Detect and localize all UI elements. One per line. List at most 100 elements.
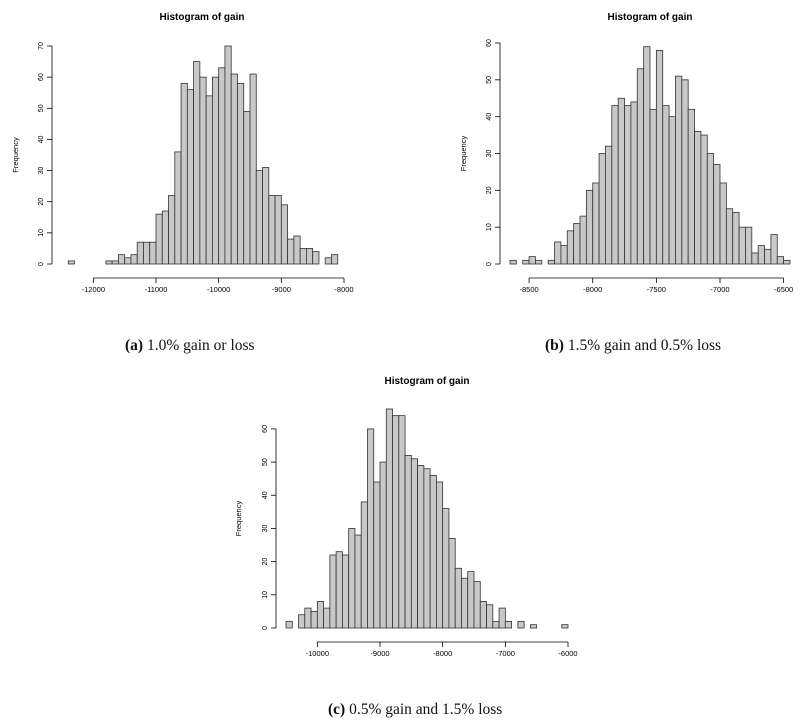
histogram-bar (757, 245, 765, 265)
y-tick-label: 70 (38, 42, 45, 50)
histogram-bar (605, 145, 613, 265)
x-tick-label: -8000 (334, 285, 353, 294)
x-tick-label: -7500 (647, 285, 666, 294)
histogram-bar (770, 234, 778, 265)
x-tick-label: -9000 (370, 649, 389, 658)
histogram-bar (205, 95, 213, 265)
histogram-bar (218, 67, 226, 265)
histogram-bar (547, 259, 555, 265)
y-tick-label: 60 (486, 39, 493, 47)
caption-b: (b) 1.5% gain and 0.5% loss (545, 337, 721, 355)
histogram-bar (118, 254, 126, 265)
histogram-bar (732, 212, 740, 265)
histogram-bar (298, 614, 306, 629)
histogram-bar (341, 554, 350, 629)
histogram-bar (530, 624, 538, 629)
histogram-bar (675, 75, 683, 265)
histogram-bar (174, 151, 182, 265)
histogram-bar (764, 248, 772, 265)
histogram-bar (331, 254, 339, 265)
y-tick-label: 0 (262, 626, 269, 630)
histogram-bar (329, 554, 337, 629)
histogram-bar (299, 248, 307, 265)
histogram-bar (199, 76, 207, 265)
histogram-bar (285, 620, 293, 629)
histogram-bar (373, 481, 381, 629)
histogram-bar (367, 428, 375, 629)
histogram-bar (280, 204, 288, 265)
histogram-bar (719, 182, 727, 265)
histogram-bar (706, 153, 715, 265)
histogram-bar (312, 251, 320, 265)
y-axis-label-a: Frequency (11, 137, 20, 173)
histogram-bar (304, 607, 312, 629)
histogram-bar (783, 259, 791, 265)
histogram-bar (398, 415, 406, 629)
histogram-bar (611, 105, 619, 265)
caption-c: (c) 0.5% gain and 1.5% loss (328, 701, 502, 719)
histogram-bar (423, 468, 431, 629)
histogram-bar (467, 571, 475, 629)
histogram-bar (335, 551, 343, 629)
histogram-bar (681, 79, 689, 265)
histogram-bar (617, 97, 625, 265)
histogram-bar (186, 89, 195, 265)
histogram-bar (180, 82, 188, 265)
histogram-bar (694, 130, 702, 265)
y-tick-label: 20 (38, 198, 45, 206)
histogram-bar (379, 461, 387, 629)
histogram-bar (554, 241, 562, 265)
x-tick-label: -10000 (207, 285, 230, 294)
chart-title-c: Histogram of gain (384, 376, 469, 387)
x-tick-label: -7000 (496, 649, 515, 658)
histogram-bar (324, 257, 332, 265)
histogram-bar (745, 226, 753, 265)
histogram-bar (161, 210, 169, 265)
caption-b-text: 1.5% gain and 0.5% loss (563, 337, 722, 354)
histogram-bar (237, 82, 245, 265)
histogram-bar (262, 167, 270, 265)
caption-c-label: (c) (328, 701, 346, 718)
caption-a-label: (a) (125, 337, 144, 354)
histogram-bar (448, 538, 456, 629)
histogram-panel-c: Histogram of gain 0 10 20 30 40 50 60 Frequency -… (234, 376, 578, 658)
histogram-bar (630, 101, 638, 265)
histogram-bar (404, 455, 412, 629)
histogram-bar (649, 108, 657, 265)
histogram-bar (725, 208, 734, 265)
histogram-bar (442, 508, 450, 629)
histogram-bar (124, 257, 132, 265)
histogram-bar (323, 607, 331, 629)
histogram-bar (429, 474, 437, 629)
histogram-bar (255, 170, 263, 265)
x-tick-label: -6000 (558, 649, 577, 658)
histogram-bar (305, 248, 314, 265)
chart-title-a: Histogram of gain (159, 12, 244, 23)
caption-a: (a) 1.0% gain or loss (125, 337, 255, 355)
histogram-bar (310, 611, 318, 629)
y-axis-label-c: Frequency (234, 501, 243, 537)
histogram-bar (230, 73, 238, 265)
histogram-bar (293, 235, 301, 265)
histogram-bar (287, 238, 295, 265)
histogram-bar (473, 581, 481, 629)
y-tick-label: 10 (38, 229, 45, 237)
histogram-bar (598, 153, 606, 265)
x-tick-label: -11000 (145, 285, 168, 294)
caption-c-text: 0.5% gain and 1.5% loss (345, 701, 503, 718)
histogram-bar (643, 46, 651, 265)
histogram-bar (385, 408, 393, 629)
histogram-bar (316, 601, 324, 629)
histogram-bar (486, 604, 494, 629)
histogram-bar (193, 61, 201, 265)
x-tick-label: -8500 (519, 285, 538, 294)
histogram-bar (579, 215, 587, 265)
histogram-bar (417, 465, 425, 629)
histogram-bar (561, 624, 569, 629)
histogram-bar (566, 230, 575, 265)
y-tick-label: 30 (486, 150, 493, 158)
histogram-bar (360, 501, 368, 629)
histogram-bar (274, 195, 282, 265)
histogram-bar (498, 607, 506, 629)
